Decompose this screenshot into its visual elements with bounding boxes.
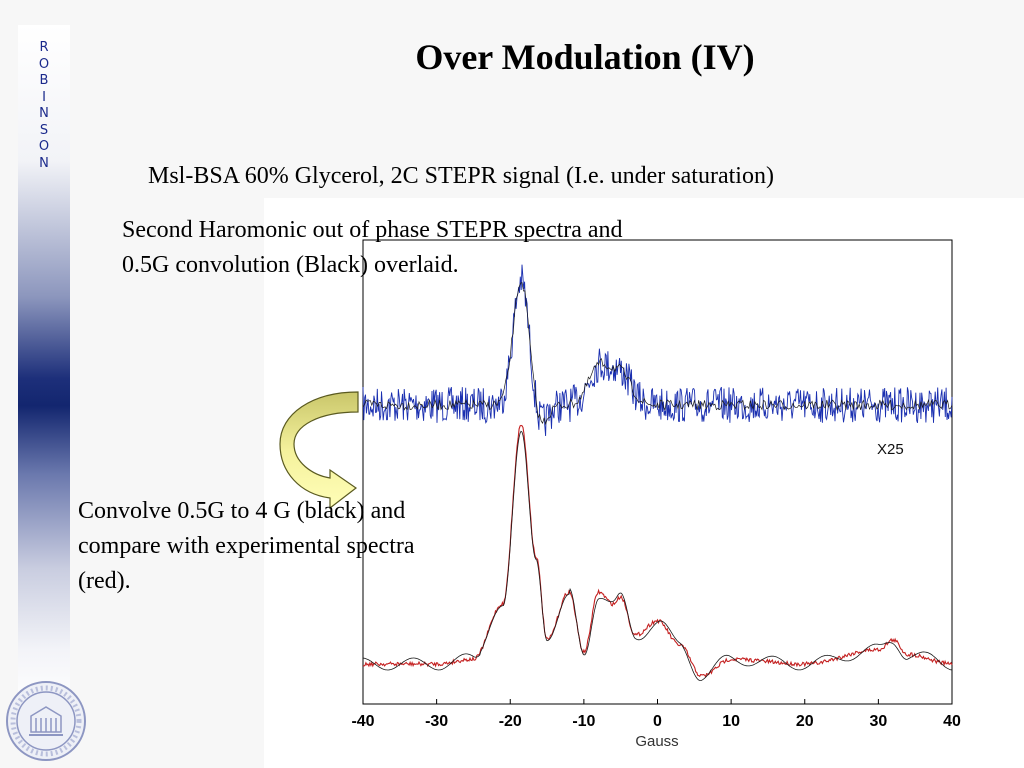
x-tick-label: 10 (722, 713, 740, 730)
sidebar-name: R O B I N S O N (18, 40, 70, 172)
sidebar-letter: O (38, 139, 50, 154)
x-tick-label: -10 (572, 713, 595, 730)
x-tick-label: 30 (869, 713, 887, 730)
slide-subtitle: Msl-BSA 60% Glycerol, 2C STEPR signal (I… (148, 163, 774, 189)
slide-title: Over Modulation (IV) (415, 37, 755, 77)
sidebar-letter: N (39, 106, 49, 121)
x-tick-label: 20 (796, 713, 814, 730)
university-seal-logo (6, 681, 86, 761)
upper-noisy-trace (362, 264, 953, 437)
x-axis-label: Gauss (635, 733, 678, 750)
sidebar-gradient (18, 25, 70, 705)
sidebar-letter: N (39, 155, 49, 171)
sidebar-letter: I (42, 89, 46, 105)
chart-traces (362, 264, 953, 682)
x-tick-label: -40 (351, 713, 374, 730)
sidebar-letter: B (39, 73, 49, 88)
x-tick-label: 0 (653, 713, 662, 730)
upper-fit-trace (362, 282, 953, 426)
caption-line: Convolve 0.5G to 4 G (black) and (78, 498, 406, 524)
sidebar-letter: S (39, 122, 49, 138)
sidebar-letter: O (38, 56, 50, 72)
scale-annotation: X25 (877, 441, 904, 458)
caption-line: Second Haromonic out of phase STEPR spec… (122, 217, 623, 243)
x-tick-label: -30 (425, 713, 448, 730)
sidebar-letter: R (39, 40, 49, 55)
caption-line: compare with experimental spectra (78, 533, 415, 559)
caption-top: Second Haromonic out of phase STEPR spec… (122, 213, 742, 283)
caption-bottom: Convolve 0.5G to 4 G (black) and compare… (78, 494, 498, 599)
x-tick-label: 40 (943, 713, 961, 730)
lower-experimental-trace (362, 424, 953, 678)
caption-line: (red). (78, 568, 131, 594)
plot-frame (362, 239, 953, 705)
caption-line: 0.5G convolution (Black) overlaid. (122, 252, 459, 278)
x-axis-ticks: -40 -30 -20 -10 0 10 20 30 40 (351, 699, 961, 730)
x-tick-label: -20 (499, 713, 522, 730)
lower-fit-trace (362, 430, 953, 682)
